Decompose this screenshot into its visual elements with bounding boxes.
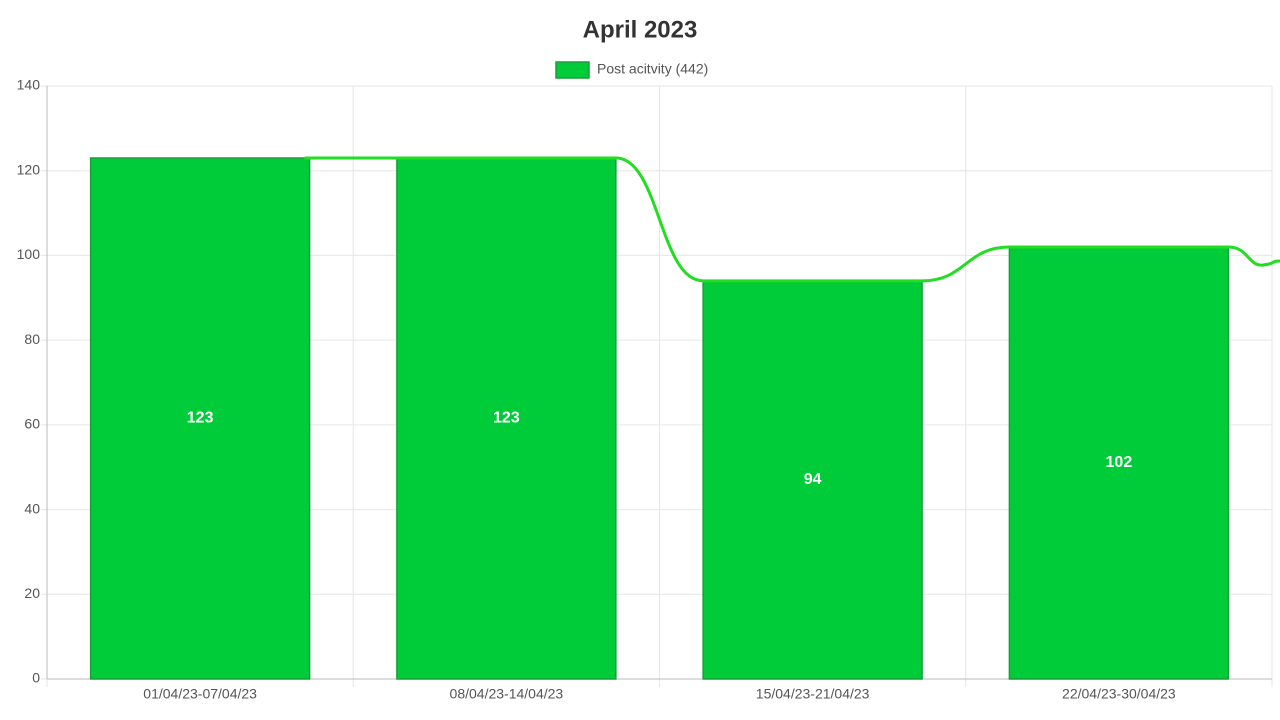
x-tick-label: 22/04/23-30/04/23 bbox=[1062, 686, 1176, 702]
y-tick-label: 100 bbox=[17, 246, 41, 262]
x-tick-label: 15/04/23-21/04/23 bbox=[756, 686, 870, 702]
data-label: 102 bbox=[1106, 454, 1133, 471]
x-tick-label: 01/04/23-07/04/23 bbox=[143, 686, 257, 702]
x-tick-label: 08/04/23-14/04/23 bbox=[450, 686, 564, 702]
bar bbox=[396, 157, 617, 680]
y-tick-label: 0 bbox=[32, 670, 40, 686]
hand-drawn-stroke bbox=[304, 156, 1280, 283]
data-label: 123 bbox=[187, 410, 214, 427]
data-label: 94 bbox=[804, 471, 822, 488]
data-label: 123 bbox=[493, 410, 520, 427]
legend-swatch bbox=[555, 61, 590, 79]
y-tick-label: 140 bbox=[17, 77, 41, 93]
bar bbox=[89, 157, 311, 680]
legend-label: Post acitvity (442) bbox=[597, 61, 708, 77]
y-tick-label: 60 bbox=[24, 416, 40, 432]
y-tick-label: 40 bbox=[24, 500, 40, 516]
y-tick-label: 120 bbox=[17, 161, 41, 177]
bar bbox=[1008, 246, 1230, 680]
chart-title: April 2023 bbox=[583, 16, 698, 43]
bar bbox=[702, 280, 923, 680]
y-tick-label: 80 bbox=[24, 331, 40, 347]
y-tick-label: 20 bbox=[24, 585, 40, 601]
